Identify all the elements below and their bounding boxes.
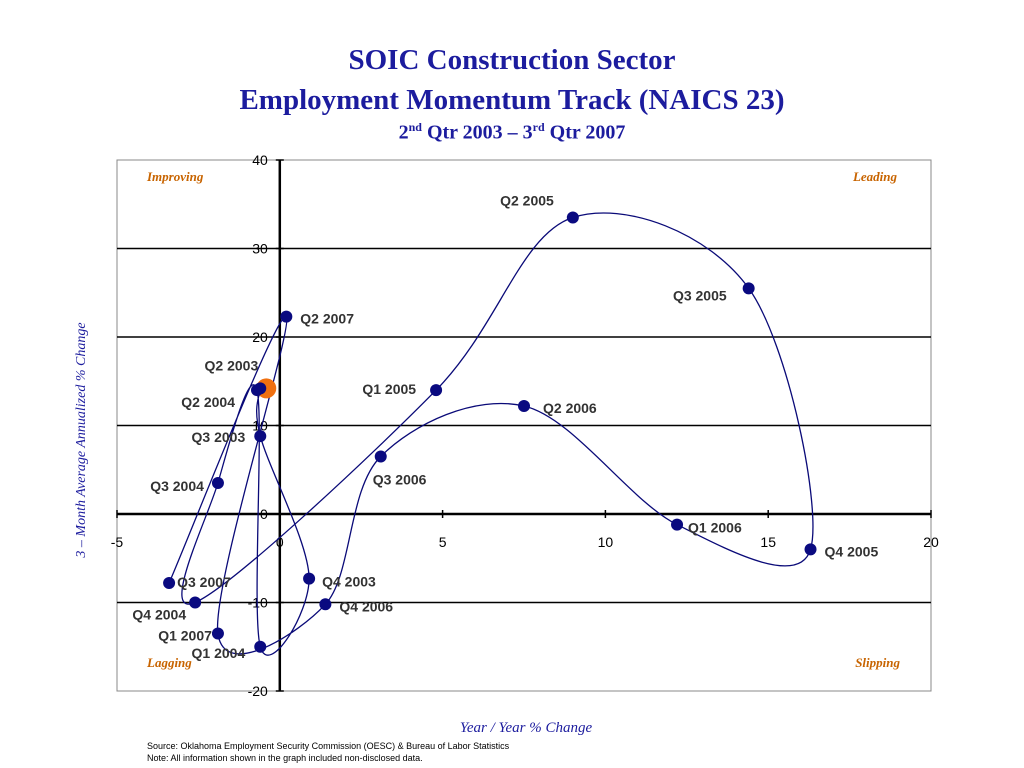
x-tick-label: -5 [111,534,124,550]
point-q1-2005 [430,384,443,397]
gridlines [117,247,931,604]
y-tick-label: -20 [248,683,268,699]
subtitle-start-suffix: nd [408,120,422,134]
x-tick-label: 0 [276,534,284,550]
point-q1-2007 [211,627,224,640]
point-label-q2-2004: Q2 2004 [181,394,235,410]
momentum-track-line [168,212,814,656]
point-q2-2007 [280,310,293,323]
point-q3-2005 [742,282,755,295]
y-tick-label: 20 [252,329,268,345]
point-label-q1-2006: Q1 2006 [688,520,742,536]
subtitle-end-suffix: rd [532,120,545,134]
x-tick-label: 5 [439,534,447,550]
point-label-q1-2005: Q1 2005 [362,381,416,397]
point-label-q4-2003: Q4 2003 [322,574,376,590]
subtitle-end: Qtr 2007 [544,121,626,144]
point-label-q3-2003: Q3 2003 [192,429,246,445]
quadrant-labels: Improving Leading Lagging Slipping [146,169,900,670]
point-label-q1-2004: Q1 2004 [192,645,246,661]
source-note: Source: Oklahoma Employment Security Com… [147,741,510,751]
point-label-q2-2003: Q2 2003 [205,357,259,373]
y-tick-label: 40 [252,152,268,168]
chart-title-line-2: Employment Momentum Track (NAICS 23) [239,84,785,116]
quadrant-label-leading: Leading [852,169,898,184]
point-label-q3-2006: Q3 2006 [373,471,427,487]
point-q3-2007 [163,577,176,590]
point-label-q2-2006: Q2 2006 [543,400,597,416]
subtitle-start-number: 2 [398,121,409,144]
point-q2-2006 [518,400,530,413]
y-tick-label: 0 [260,506,268,522]
y-tick-label: 30 [252,241,268,257]
point-q1-2006 [671,518,684,531]
data-points [163,211,817,653]
point-label-q3-2007: Q3 2007 [177,574,231,590]
point-q4-2004 [189,596,202,609]
subtitle-middle: Qtr 2003 – 3 [421,121,533,144]
point-labels: Q2 2003 Q3 2003 Q4 2003 Q1 2004 Q2 2004 Q3 20… [132,193,878,661]
point-q3-2003 [254,430,267,443]
quadrant-label-lagging: Lagging [146,655,192,670]
x-tick-label: 20 [923,534,939,550]
point-q4-2006 [319,598,332,611]
x-axis-label: Year / Year % Change [459,720,593,736]
point-label-q4-2004: Q4 2004 [132,607,186,623]
point-q2-2004 [251,384,264,397]
point-label-q2-2005: Q2 2005 [500,193,554,209]
x-tick-label: 10 [598,534,614,550]
point-q4-2005 [804,543,817,556]
point-label-q2-2007: Q2 2007 [300,311,354,327]
point-q4-2003 [303,572,316,585]
point-label-q3-2005: Q3 2005 [673,287,727,303]
point-q2-2005 [566,211,579,224]
point-label-q4-2005: Q4 2005 [825,543,879,559]
quadrant-label-improving: Improving [146,169,204,184]
quadrant-label-slipping: Slipping [855,655,900,670]
y-tick-label: 10 [252,418,268,434]
point-label-q1-2007: Q1 2007 [158,627,212,643]
point-q3-2006 [374,450,387,463]
point-label-q3-2004: Q3 2004 [150,478,204,494]
point-label-q4-2006: Q4 2006 [339,598,393,614]
x-tick-label: 15 [760,534,776,550]
disclosure-note: Note: All information shown in the graph… [147,753,423,763]
point-q1-2004 [254,640,267,653]
chart-title: SOIC Construction Sector [348,44,676,76]
chart-subtitle: 2nd Qtr 2003 – 3rd Qtr 2007 [0,120,1024,145]
y-axis-label: 3 – Month Average Annualized % Change [74,322,89,558]
point-q3-2004 [211,477,224,490]
